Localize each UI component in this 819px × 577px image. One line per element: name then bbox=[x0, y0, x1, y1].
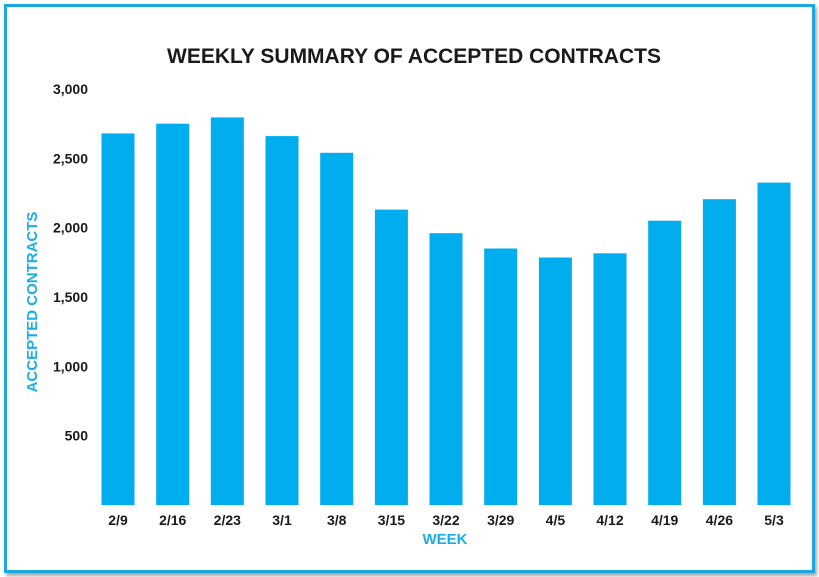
x-tick-label: 3/8 bbox=[327, 512, 347, 528]
bar-3-15 bbox=[374, 209, 408, 505]
y-tick-label: 1,000 bbox=[53, 358, 88, 374]
bar-3-29 bbox=[484, 248, 518, 505]
y-tick-label: 500 bbox=[65, 428, 89, 444]
x-tick-label: 2/9 bbox=[108, 512, 128, 528]
bar-4-26 bbox=[702, 199, 736, 505]
bar-3-8 bbox=[320, 152, 354, 506]
y-tick-label: 3,000 bbox=[53, 81, 88, 97]
y-tick-label: 2,500 bbox=[53, 150, 88, 166]
bar-5-3 bbox=[757, 182, 791, 505]
x-tick-label: 4/26 bbox=[706, 512, 733, 528]
y-tick-label: 2,000 bbox=[53, 220, 88, 236]
bar-2-16 bbox=[156, 123, 190, 505]
bar-2-9 bbox=[101, 133, 135, 505]
bar-2-23 bbox=[210, 117, 244, 506]
bar-4-12 bbox=[593, 253, 627, 505]
y-tick-label: 1,500 bbox=[53, 289, 88, 305]
x-tick-label: 4/5 bbox=[546, 512, 566, 528]
y-axis-ticks: 500 1,000 1,500 2,000 2,500 3,000 bbox=[53, 81, 88, 444]
x-axis-label: WEEK bbox=[423, 531, 468, 548]
x-axis-ticks: 2/9 2/16 2/23 3/1 3/8 3/15 3/22 3/29 4/5 4/12 4/19… bbox=[108, 512, 784, 528]
bar-3-22 bbox=[429, 233, 463, 505]
x-tick-label: 3/1 bbox=[272, 512, 292, 528]
x-tick-label: 2/16 bbox=[159, 512, 186, 528]
x-tick-label: 3/22 bbox=[432, 512, 459, 528]
y-axis-label: ACCEPTED CONTRACTS bbox=[24, 212, 41, 393]
bars bbox=[101, 117, 791, 506]
x-tick-label: 3/15 bbox=[378, 512, 405, 528]
x-tick-label: 4/12 bbox=[596, 512, 623, 528]
x-tick-label: 2/23 bbox=[214, 512, 241, 528]
bar-4-19 bbox=[648, 220, 682, 505]
x-tick-label: 4/19 bbox=[651, 512, 678, 528]
bar-3-1 bbox=[265, 136, 299, 505]
chart-title: WEEKLY SUMMARY OF ACCEPTED CONTRACTS bbox=[167, 45, 661, 68]
bar-4-5 bbox=[538, 257, 572, 505]
x-tick-label: 5/3 bbox=[764, 512, 784, 528]
x-tick-label: 3/29 bbox=[487, 512, 514, 528]
